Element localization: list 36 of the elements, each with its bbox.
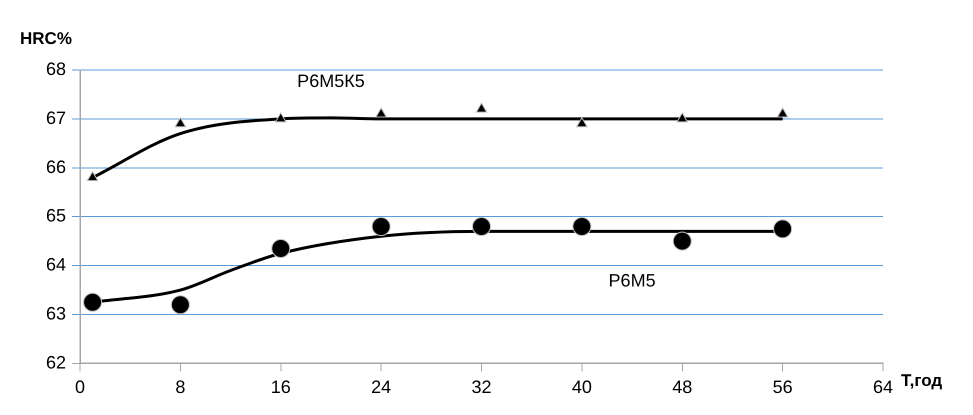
point (576, 117, 588, 128)
x-tick-label: 64 (872, 377, 894, 398)
x-tick-label: 48 (672, 377, 692, 398)
point (776, 108, 788, 118)
y-tick-label: 64 (46, 254, 66, 275)
y-tick-label: 63 (46, 303, 66, 324)
y-tick-label: 62 (46, 352, 66, 372)
point (773, 219, 792, 238)
x-tick-label: 0 (75, 377, 86, 398)
point (572, 216, 592, 236)
point (174, 117, 186, 128)
y-tick-label: 65 (46, 206, 66, 226)
series-label: Р6М5 (608, 270, 656, 290)
x-tick-label: 40 (572, 377, 592, 398)
point (275, 112, 286, 122)
x-tick-label: 8 (175, 377, 186, 398)
point (676, 112, 688, 122)
x-axis-title: Т,год (901, 371, 942, 390)
point (83, 292, 102, 312)
point (170, 295, 190, 314)
point (86, 171, 98, 182)
point (476, 102, 488, 113)
point (472, 216, 492, 236)
y-axis-title: HRC% (20, 29, 72, 48)
point (375, 108, 387, 118)
point (672, 232, 692, 251)
x-tick-label: 56 (772, 377, 793, 398)
point (372, 216, 391, 236)
x-tick-label: 32 (471, 377, 492, 398)
y-tick-label: 67 (46, 108, 66, 128)
x-tick-label: 16 (270, 377, 291, 398)
y-tick-label: 66 (46, 156, 66, 177)
series-label: Р6М5К5 (297, 70, 365, 91)
x-tick-label: 24 (371, 377, 392, 398)
y-tick-label: 68 (46, 58, 66, 79)
point (271, 238, 290, 258)
